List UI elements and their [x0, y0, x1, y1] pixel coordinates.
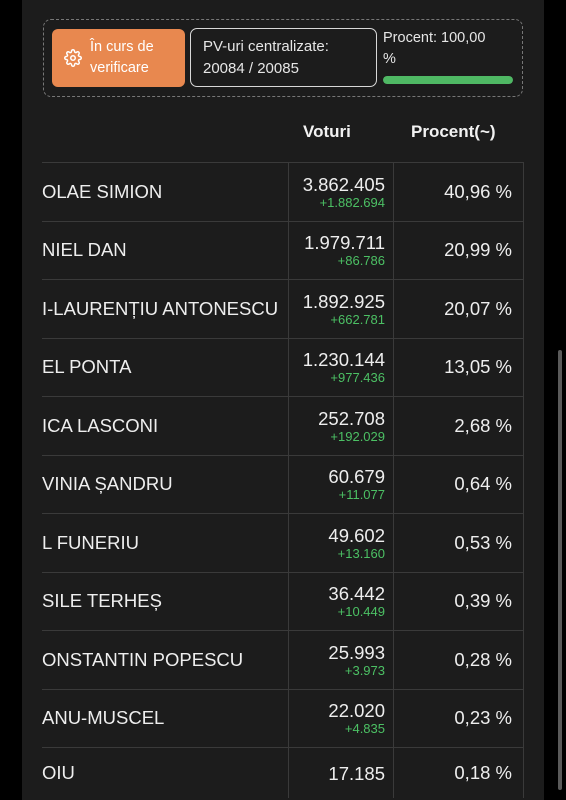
- votes-delta: +662.781: [330, 311, 385, 327]
- percent-cell: 13,05 %: [444, 356, 512, 378]
- votes-delta: +4.835: [344, 721, 385, 737]
- votes-cell: 49.602 +13.160: [288, 514, 394, 572]
- votes-total: 49.602: [328, 524, 385, 546]
- progress-bar-fill: [383, 76, 513, 84]
- votes-cell: 60.679 +11.077: [288, 455, 394, 513]
- percent-cell: 0,53 %: [454, 531, 512, 553]
- table-row: ONSTANTIN POPESCU 25.993 +3.973 0,28 %: [42, 631, 523, 690]
- table-row: EL PONTA 1.230.144 +977.436 13,05 %: [42, 338, 523, 397]
- table-row: ICA LASCONI 252.708 +192.029 2,68 %: [42, 397, 523, 456]
- votes-cell: 22.020 +4.835: [288, 689, 394, 747]
- results-panel: [22, 0, 544, 800]
- votes-delta: +10.449: [337, 604, 385, 620]
- votes-cell: 1.230.144 +977.436: [288, 338, 394, 396]
- candidate-name: EL PONTA: [42, 356, 132, 378]
- percent-label: Procent: 100,00: [383, 30, 486, 46]
- percent-box: Procent: 100,00 %: [383, 28, 514, 88]
- votes-cell: 25.993 +3.973: [288, 631, 394, 689]
- progress-bar: [383, 76, 513, 84]
- votes-cell: 1.892.925 +662.781: [288, 280, 394, 338]
- gear-icon: [64, 49, 82, 67]
- verify-label: În curs de verificare: [90, 37, 154, 79]
- votes-delta: +192.029: [330, 428, 385, 444]
- candidate-name: I-LAURENȚIU ANTONESCU: [42, 297, 279, 319]
- candidate-name: SILE TERHEȘ: [42, 590, 162, 612]
- votes-total: 25.993: [328, 641, 385, 663]
- votes-delta: +3.973: [344, 662, 385, 678]
- column-header-votes[interactable]: Voturi: [303, 122, 351, 141]
- votes-total: 36.442: [328, 583, 385, 605]
- votes-delta: +86.786: [337, 253, 385, 269]
- pv-centralized-box: PV-uri centralizate: 20084 / 20085: [190, 28, 377, 87]
- candidate-name: ICA LASCONI: [42, 414, 159, 436]
- candidate-name: ANU-MUSCEL: [42, 707, 165, 729]
- percent-cell: 40,96 %: [444, 180, 512, 202]
- column-header-percent[interactable]: Procent(~): [411, 122, 496, 141]
- candidate-name: OIU: [42, 762, 75, 783]
- votes-total: 17.185: [328, 762, 385, 784]
- votes-delta: +11.077: [338, 487, 385, 503]
- percent-cell: 0,64 %: [454, 473, 512, 495]
- table-row: OIU 17.185 0,18 %: [42, 748, 523, 798]
- table-row: OLAE SIMION 3.862.405 +1.882.694 40,96 %: [42, 163, 523, 222]
- votes-total: 60.679: [328, 466, 385, 488]
- votes-cell: 252.708 +192.029: [288, 397, 394, 455]
- status-bar: [43, 19, 523, 97]
- votes-total: 1.979.711: [304, 232, 385, 254]
- table-row: I-LAURENȚIU ANTONESCU 1.892.925 +662.781 20…: [42, 280, 523, 339]
- votes-total: 3.862.405: [302, 173, 385, 195]
- percent-cell: 0,39 %: [454, 590, 512, 612]
- verification-status-button[interactable]: În curs de verificare: [52, 29, 185, 87]
- votes-delta: +13.160: [337, 545, 385, 561]
- pv-label: PV-uri centralizate:: [203, 38, 329, 55]
- percent-cell: 20,99 %: [444, 239, 512, 261]
- results-table: OLAE SIMION 3.862.405 +1.882.694 40,96 % NIE…: [42, 162, 524, 798]
- candidate-name: NIEL DAN: [42, 239, 127, 261]
- votes-delta: +977.436: [330, 370, 385, 386]
- candidate-name: L FUNERIU: [42, 531, 139, 553]
- percent-cell: 2,68 %: [454, 414, 512, 436]
- table-row: VINIA ȘANDRU 60.679 +11.077 0,64 %: [42, 455, 523, 514]
- candidate-name: ONSTANTIN POPESCU: [42, 648, 244, 670]
- votes-cell: 3.862.405 +1.882.694: [288, 163, 394, 221]
- percent-cell: 0,28 %: [454, 648, 512, 670]
- percent-cell: 20,07 %: [444, 297, 512, 319]
- votes-total: 1.230.144: [302, 349, 385, 371]
- verify-label-line2: verificare: [90, 60, 149, 76]
- table-row: ANU-MUSCEL 22.020 +4.835 0,23 %: [42, 689, 523, 748]
- table-row: NIEL DAN 1.979.711 +86.786 20,99 %: [42, 221, 523, 280]
- votes-cell: 17.185: [288, 748, 394, 798]
- votes-cell: 1.979.711 +86.786: [288, 221, 394, 279]
- candidate-name: VINIA ȘANDRU: [42, 473, 173, 495]
- table-row: L FUNERIU 49.602 +13.160 0,53 %: [42, 514, 523, 573]
- votes-total: 252.708: [318, 407, 385, 429]
- votes-delta: +1.882.694: [319, 194, 385, 210]
- scrollbar[interactable]: [558, 350, 562, 790]
- table-row: SILE TERHEȘ 36.442 +10.449 0,39 %: [42, 572, 523, 631]
- verify-label-line1: În curs de: [90, 39, 154, 55]
- percent-cell: 0,18 %: [454, 762, 512, 783]
- votes-total: 22.020: [328, 700, 385, 722]
- votes-total: 1.892.925: [302, 290, 385, 312]
- candidate-name: OLAE SIMION: [42, 180, 163, 202]
- percent-cell: 0,23 %: [454, 707, 512, 729]
- percent-label-unit: %: [383, 51, 396, 67]
- votes-cell: 36.442 +10.449: [288, 572, 394, 630]
- pv-count: 20084 / 20085: [203, 60, 299, 77]
